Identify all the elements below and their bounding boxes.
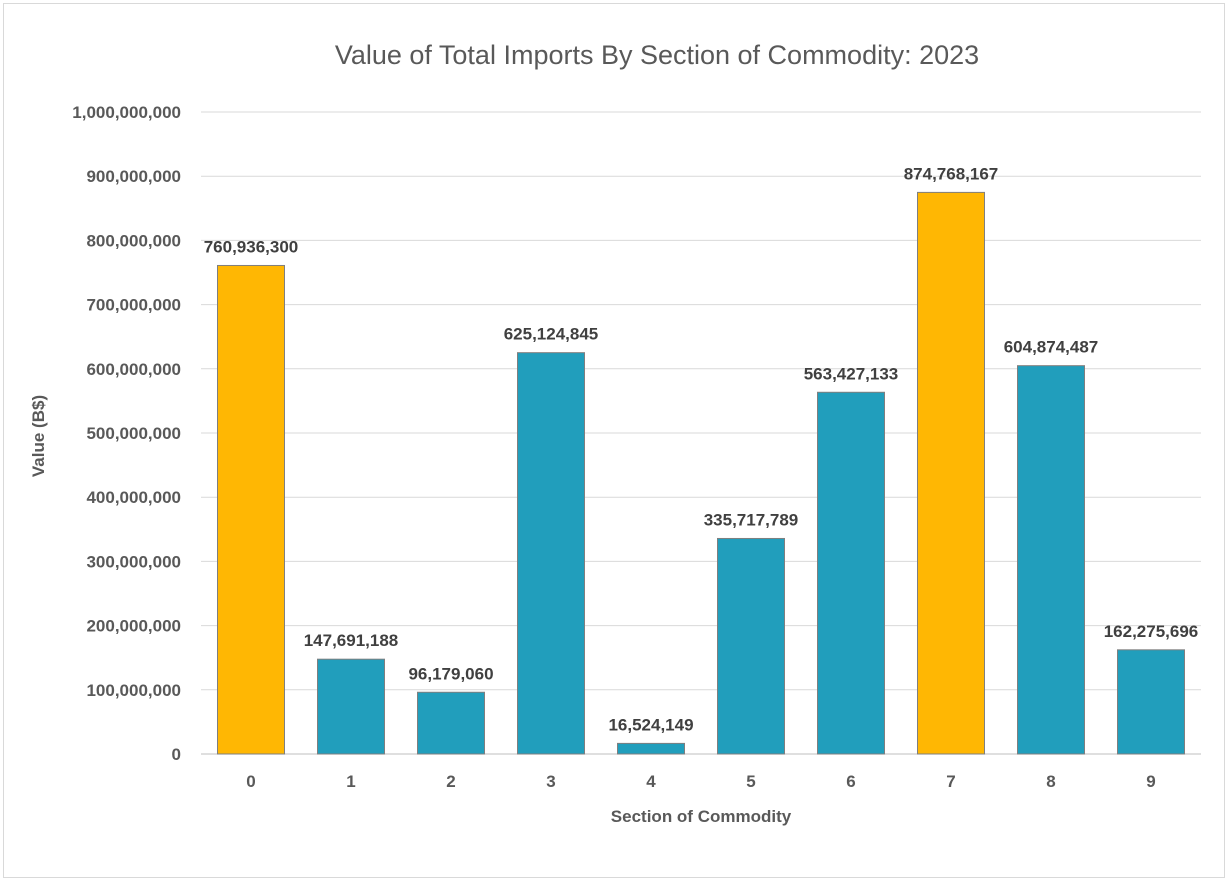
bar-section-8 [1017,365,1085,755]
bar-section-6 [817,391,885,755]
y-tick-label: 700,000,000 [86,296,181,315]
x-tick-label: 5 [746,772,755,791]
y-tick-label: 200,000,000 [86,617,181,636]
data-label-section-4: 16,524,149 [608,715,693,734]
bar-section-3 [517,352,585,755]
x-axis-ticks: 0 1 2 3 4 5 6 7 8 9 [246,772,1155,791]
data-labels: 760,936,300 147,691,188 96,179,060 625,124,… [204,164,1199,734]
y-tick-label: 1,000,000,000 [72,103,181,122]
y-tick-label: 600,000,000 [86,360,181,379]
data-label-section-7: 874,768,167 [904,164,999,183]
y-tick-label: 900,000,000 [86,167,181,186]
bar-section-7 [917,191,985,755]
y-tick-label: 500,000,000 [86,424,181,443]
x-tick-label: 0 [246,772,255,791]
y-axis-label: Value (B$) [29,395,48,477]
data-label-section-9: 162,275,696 [1104,622,1199,641]
y-axis-ticks: 0 100,000,000 200,000,000 300,000,000 400,00… [72,103,181,764]
chart-title: Value of Total Imports By Section of Com… [335,40,979,70]
data-label-section-1: 147,691,188 [304,631,399,650]
x-tick-label: 1 [346,772,355,791]
bar-section-5 [717,537,785,755]
x-axis-label: Section of Commodity [611,807,792,826]
x-tick-label: 2 [446,772,455,791]
x-tick-label: 4 [646,772,656,791]
x-tick-label: 9 [1146,772,1155,791]
bar-chart: Value of Total Imports By Section of Com… [29,40,1201,826]
data-label-section-0: 760,936,300 [204,237,299,256]
bar-section-0 [217,264,285,755]
chart-frame: Value of Total Imports By Section of Com… [3,3,1225,878]
bar-section-1 [317,658,385,755]
data-label-section-3: 625,124,845 [504,325,599,344]
data-label-section-8: 604,874,487 [1004,338,1099,357]
x-tick-label: 3 [546,772,555,791]
data-label-section-5: 335,717,789 [704,510,799,529]
bars [217,191,1185,755]
bar-section-2 [417,691,485,755]
y-tick-label: 300,000,000 [86,552,181,571]
y-tick-label: 100,000,000 [86,681,181,700]
bar-section-9 [1117,649,1185,755]
y-tick-label: 0 [172,745,181,764]
x-tick-label: 7 [946,772,955,791]
data-label-section-2: 96,179,060 [408,664,493,683]
data-label-section-6: 563,427,133 [804,364,899,383]
x-tick-label: 8 [1046,772,1055,791]
x-tick-label: 6 [846,772,855,791]
y-tick-label: 400,000,000 [86,488,181,507]
y-tick-label: 800,000,000 [86,231,181,250]
bar-section-4 [617,742,685,755]
